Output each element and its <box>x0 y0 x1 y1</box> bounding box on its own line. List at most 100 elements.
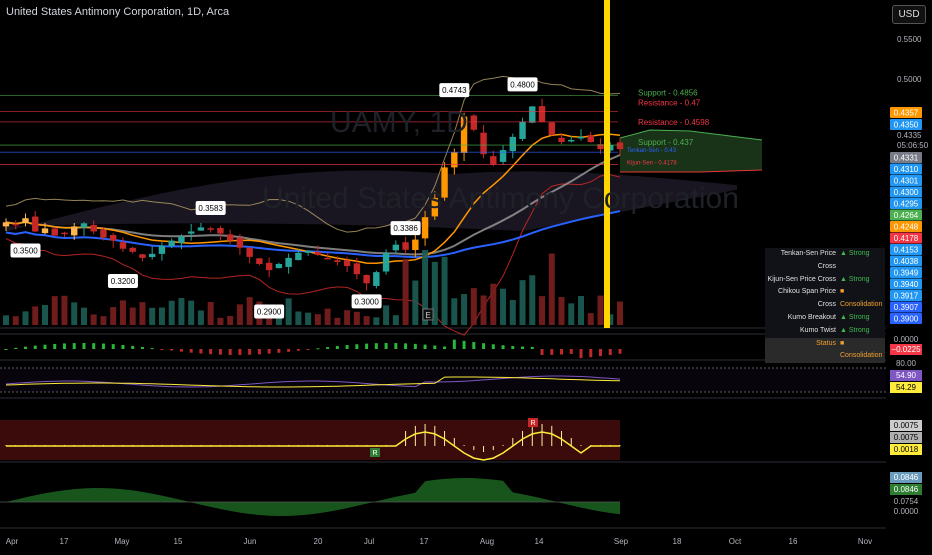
price-callout: 0.3200 <box>107 274 138 288</box>
candle-body <box>324 257 331 260</box>
signal-box <box>528 418 538 427</box>
price-tag: 0.4153 <box>890 244 922 255</box>
status-label: Chikou Span Price Cross <box>778 288 836 309</box>
candle-body <box>353 263 361 275</box>
oscillator-bar <box>413 343 417 349</box>
candle-body <box>61 232 68 235</box>
senkou-span-b <box>620 169 763 173</box>
long-moving-average <box>5 210 621 259</box>
oscillator-bar <box>530 346 534 349</box>
candle-body <box>363 275 370 284</box>
callout-box <box>351 294 382 309</box>
pane-tag-box <box>890 420 922 431</box>
volume-bar <box>236 304 243 325</box>
price-tag-box <box>890 186 922 198</box>
trend-pane-background <box>0 420 620 460</box>
price-callout: 0.3500 <box>10 243 41 258</box>
candle-body <box>226 234 234 241</box>
x-axis-tick: Nov <box>858 537 872 546</box>
oscillator-bar <box>218 349 222 355</box>
x-axis-tick: 14 <box>535 537 544 546</box>
oscillator-bar <box>316 348 320 350</box>
price-tag-label: 0.4350 <box>894 121 919 130</box>
volume-bar <box>451 298 458 325</box>
volume-bar <box>470 288 477 325</box>
volume-bar <box>383 305 390 325</box>
price-tag-box <box>890 278 922 290</box>
volume-bar <box>568 303 575 325</box>
callout-box <box>390 221 421 236</box>
currency-button[interactable]: USD <box>892 5 926 24</box>
oscillator-bar <box>33 345 37 349</box>
volume-bar <box>412 280 419 325</box>
volume-bar <box>617 301 623 325</box>
volume-bar <box>519 280 526 325</box>
volume-bar <box>41 304 48 325</box>
volume-bar <box>119 300 126 325</box>
callout-label: 0.2900 <box>257 308 282 317</box>
candle-body <box>597 144 604 150</box>
y-axis-tick: 0.5500 <box>897 35 922 44</box>
pane-tag: 0.0000 <box>894 335 919 344</box>
candle-body <box>32 216 39 232</box>
pane-tag-label: −0.0225 <box>891 345 921 354</box>
pane-tag-box <box>890 444 922 455</box>
price-tag-label: 0.4038 <box>894 257 919 266</box>
status-label: Status <box>816 339 836 347</box>
volume-bar <box>12 316 19 325</box>
oscillator-bar <box>579 349 583 359</box>
candle-body <box>187 231 195 234</box>
candle-body <box>402 242 409 250</box>
price-tag: 0.3907 <box>890 301 922 313</box>
oscillator-bar <box>72 343 76 349</box>
candle-body <box>168 240 175 247</box>
candle-body <box>41 228 49 234</box>
volume-bar <box>61 295 68 325</box>
oscillator-bar <box>62 343 66 349</box>
price-tag-box <box>890 152 922 163</box>
oscillator-bar <box>111 344 115 349</box>
candle-body <box>577 136 585 139</box>
candle-body <box>334 260 341 262</box>
candle-body <box>148 253 156 258</box>
trend-line <box>6 431 620 461</box>
status-label: Kijun-Sen Price Cross <box>767 275 836 283</box>
price-tag-label: 0.4331 <box>894 154 919 163</box>
oscillator-bar <box>53 343 57 349</box>
candle-body <box>441 167 448 198</box>
price-tag: 0.4310 <box>890 163 922 175</box>
candle-body <box>197 227 205 231</box>
oscillator-bar <box>618 349 622 354</box>
price-tag: 0.4178 <box>890 232 922 244</box>
candle-body <box>12 223 19 226</box>
volume-bar <box>197 310 204 325</box>
pane-tag: 0.0075 <box>890 420 922 431</box>
candle-body <box>587 135 594 142</box>
candle-body <box>382 252 390 272</box>
oscillator-bar <box>92 343 96 349</box>
volume-bar <box>305 312 312 325</box>
volume-bar <box>246 297 253 325</box>
oscillator-bar <box>540 349 544 355</box>
candle-body <box>207 228 214 230</box>
volume-bar <box>207 302 214 325</box>
candle-body <box>110 234 117 241</box>
price-tag-box <box>890 255 922 267</box>
volume-bar <box>168 300 175 325</box>
oscillator-bar <box>170 349 174 351</box>
momentum-area <box>0 478 620 516</box>
price-tag: 0.3900 <box>890 313 922 324</box>
x-axis-tick: 17 <box>60 537 69 546</box>
status-value: ▲ Strong <box>840 250 870 257</box>
pane-tag-box <box>890 432 922 443</box>
callout-label: 0.4800 <box>510 80 535 89</box>
price-tag-label: 0.4248 <box>894 223 919 232</box>
oscillator-bar <box>199 349 203 354</box>
volume-bar <box>480 295 487 325</box>
candle-body <box>178 236 185 243</box>
x-axis-tick: Jul <box>364 537 374 546</box>
pane-tag-box <box>890 484 922 495</box>
volume-bar <box>3 315 9 325</box>
